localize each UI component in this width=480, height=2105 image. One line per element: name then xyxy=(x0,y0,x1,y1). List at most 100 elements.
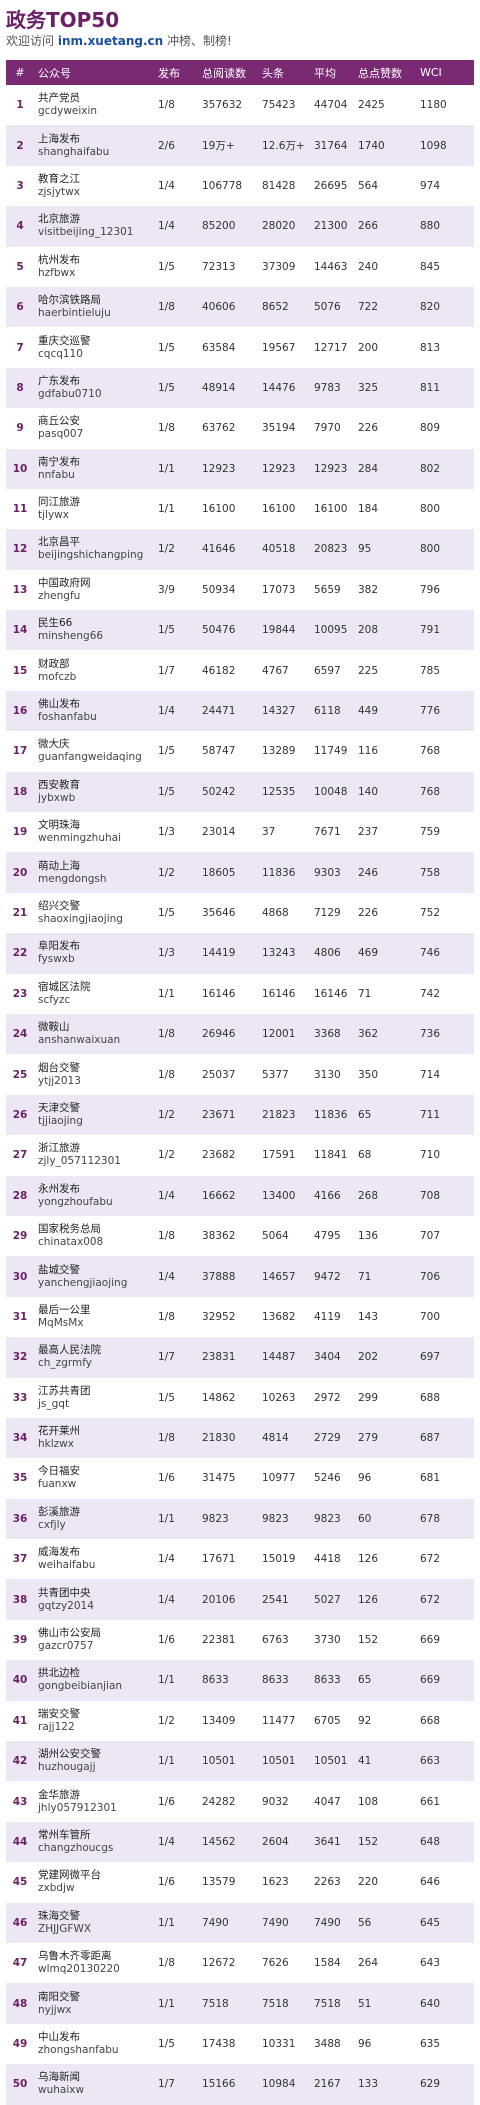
table-row[interactable]: 21 绍兴交警 shaoxingjiaojing 1/5 35646 4868 7129 22… xyxy=(6,892,474,934)
table-row[interactable]: 29 国家税务总局 chinatax008 1/8 38362 5064 4795 136 70… xyxy=(6,1215,474,1257)
wci-cell: 687 xyxy=(416,1417,474,1459)
headline-reads-cell: 6763 xyxy=(258,1619,310,1661)
average-reads-cell: 2263 xyxy=(310,1862,354,1903)
publish-cell: 1/1 xyxy=(154,1902,198,1943)
table-row[interactable]: 36 彭溪旅游 cxfjly 1/1 9823 9823 9823 60 678 xyxy=(6,1498,474,1540)
total-reads-cell: 20106 xyxy=(198,1579,258,1620)
account-name: 湖州公安交警 xyxy=(38,1748,101,1761)
table-row[interactable]: 27 浙江旅游 zjly_057112301 1/2 23682 17591 11841 68… xyxy=(6,1135,474,1176)
publish-cell: 1/5 xyxy=(154,731,198,772)
table-row[interactable]: 48 南阳交警 nyjjwx 1/1 7518 7518 7518 51 640 xyxy=(6,1983,474,2024)
table-row[interactable]: 6 哈尔滨铁路局 haerbintieluju 1/8 40606 8652 5076 722… xyxy=(6,286,474,328)
rank-cell: 50 xyxy=(6,2064,34,2105)
rank-cell: 17 xyxy=(6,731,34,772)
account-name: 最后一公里 xyxy=(38,1303,91,1316)
rank-cell: 18 xyxy=(6,771,34,813)
table-row[interactable]: 19 文明珠海 wenmingzhuhai 1/3 23014 37 7671 237 759 xyxy=(6,812,474,853)
likes-cell: 68 xyxy=(354,1135,416,1176)
table-row[interactable]: 44 常州车管所 changzhoucgs 1/4 14562 2604 3641 152 64… xyxy=(6,1821,474,1863)
table-row[interactable]: 46 珠海交警 ZHJJGFWX 1/1 7490 7490 7490 56 645 xyxy=(6,1902,474,1943)
account-id: mofczb xyxy=(38,670,77,683)
table-row[interactable]: 14 民生66 minsheng66 1/5 50476 19844 10095 208 791 xyxy=(6,610,474,651)
likes-cell: 95 xyxy=(354,529,416,570)
table-row[interactable]: 10 南宁发布 nnfabu 1/1 12923 12923 12923 284 802 xyxy=(6,448,474,489)
account-name: 彭溪旅游 xyxy=(38,1505,80,1518)
table-row[interactable]: 2 上海发布 shanghaifabu 2/6 19万+ 12.6万+ 31764 1740 1… xyxy=(6,125,474,166)
table-row[interactable]: 33 江苏共青团 js_gqt 1/5 14862 10263 2972 299 688 xyxy=(6,1377,474,1418)
publish-cell: 1/5 xyxy=(154,610,198,651)
publish-cell: 1/5 xyxy=(154,367,198,409)
table-row[interactable]: 25 烟台交警 ytjj2013 1/8 25037 5377 3130 350 714 xyxy=(6,1054,474,1095)
table-row[interactable]: 37 威海发布 weihaifabu 1/4 17671 15019 4418 126 672 xyxy=(6,1539,474,1580)
table-row[interactable]: 16 佛山发布 foshanfabu 1/4 24471 14327 6118 449 776 xyxy=(6,690,474,732)
table-row[interactable]: 49 中山发布 zhongshanfabu 1/5 17438 10331 3488 96 63… xyxy=(6,2023,474,2065)
account-name: 杭州发布 xyxy=(38,253,80,266)
table-row[interactable]: 11 同江旅游 tjlywx 1/1 16100 16100 16100 184 800 xyxy=(6,488,474,530)
table-row[interactable]: 18 西安教育 jybxwb 1/5 50242 12535 10048 140 768 xyxy=(6,771,474,813)
table-row[interactable]: 20 萌动上海 mengdongsh 1/2 18605 11836 9303 246 758 xyxy=(6,852,474,893)
likes-cell: 279 xyxy=(354,1417,416,1459)
column-header-total-reads: 总阅读数 xyxy=(198,60,258,85)
wci-cell: 809 xyxy=(416,408,474,449)
table-row[interactable]: 3 教育之江 zjsjytwx 1/4 106778 81428 26695 564 974 xyxy=(6,165,474,207)
wci-cell: 813 xyxy=(416,327,474,368)
wci-cell: 681 xyxy=(416,1458,474,1499)
table-row[interactable]: 17 微大庆 guanfangweidaqing 1/5 58747 13289 11749… xyxy=(6,731,474,772)
site-link[interactable]: inm.xuetang.cn xyxy=(57,34,164,48)
average-reads-cell: 31764 xyxy=(310,125,354,166)
table-row[interactable]: 38 共青团中央 gqtzy2014 1/4 20106 2541 5027 126 672 xyxy=(6,1579,474,1620)
table-row[interactable]: 9 商丘公安 pasq007 1/8 63762 35194 7970 226 809 xyxy=(6,408,474,449)
table-row[interactable]: 28 永州发布 yongzhoufabu 1/4 16662 13400 4166 268 70… xyxy=(6,1175,474,1216)
table-row[interactable]: 1 共产党员 gcdyweixin 1/8 357632 75423 44704 2425 11… xyxy=(6,85,474,126)
table-row[interactable]: 24 微鞍山 anshanwaixuan 1/8 26946 12001 3368 362 73… xyxy=(6,1013,474,1055)
account-cell: 同江旅游 tjlywx xyxy=(34,488,154,530)
total-reads-cell: 17438 xyxy=(198,2023,258,2065)
table-row[interactable]: 22 阜阳发布 fyswxb 1/3 14419 13243 4806 469 746 xyxy=(6,933,474,974)
likes-cell: 202 xyxy=(354,1337,416,1378)
account-name: 中山发布 xyxy=(38,2030,80,2043)
average-reads-cell: 6597 xyxy=(310,650,354,691)
account-name: 商丘公安 xyxy=(38,415,80,428)
table-row[interactable]: 5 杭州发布 hzfbwx 1/5 72313 37309 14463 240 845 xyxy=(6,246,474,287)
table-row[interactable]: 7 重庆交巡警 cqcq110 1/5 63584 19567 12717 200 813 xyxy=(6,327,474,368)
table-row[interactable]: 23 宿城区法院 scfyzc 1/1 16146 16146 16146 71 742 xyxy=(6,973,474,1014)
table-row[interactable]: 40 拱北边检 gongbeibianjian 1/1 8633 8633 8633 65 66… xyxy=(6,1660,474,1701)
table-row[interactable]: 41 瑞安交警 rajj122 1/2 13409 11477 6705 92 668 xyxy=(6,1700,474,1742)
table-row[interactable]: 26 天津交警 tjjiaojing 1/2 23671 21823 11836 65 711 xyxy=(6,1094,474,1136)
table-row[interactable]: 8 广东发布 gdfabu0710 1/5 48914 14476 9783 325 811 xyxy=(6,367,474,409)
table-row[interactable]: 31 最后一公里 MqMsMx 1/8 32952 13682 4119 143 700 xyxy=(6,1296,474,1338)
total-reads-cell: 40606 xyxy=(198,286,258,328)
table-row[interactable]: 15 财政部 mofczb 1/7 46182 4767 6597 225 785 xyxy=(6,650,474,691)
account-cell: 国家税务总局 chinatax008 xyxy=(34,1215,154,1257)
table-row[interactable]: 34 花开莱州 hklzwx 1/8 21830 4814 2729 279 687 xyxy=(6,1417,474,1459)
table-row[interactable]: 13 中国政府网 zhengfu 3/9 50934 17073 5659 382 796 xyxy=(6,569,474,611)
average-reads-cell: 14463 xyxy=(310,246,354,287)
likes-cell: 96 xyxy=(354,2023,416,2065)
total-reads-cell: 50242 xyxy=(198,771,258,813)
rank-cell: 27 xyxy=(6,1135,34,1176)
average-reads-cell: 4119 xyxy=(310,1296,354,1338)
publish-cell: 1/8 xyxy=(154,1054,198,1095)
table-row[interactable]: 39 佛山市公安局 gazcr0757 1/6 22381 6763 3730 152 669 xyxy=(6,1619,474,1661)
rank-cell: 6 xyxy=(6,286,34,328)
wci-cell: 669 xyxy=(416,1619,474,1661)
rank-cell: 48 xyxy=(6,1983,34,2024)
table-row[interactable]: 50 乌海新闻 wuhaixw 1/7 15166 10984 2167 133 629 xyxy=(6,2064,474,2105)
wci-cell: 648 xyxy=(416,1821,474,1863)
table-row[interactable]: 32 最高人民法院 ch_zgrmfy 1/7 23831 14487 3404 202 697 xyxy=(6,1337,474,1378)
likes-cell: 722 xyxy=(354,286,416,328)
table-row[interactable]: 35 今日福安 fuanxw 1/6 31475 10977 5246 96 681 xyxy=(6,1458,474,1499)
table-row[interactable]: 4 北京旅游 visitbeijing_12301 1/4 85200 28020 2130… xyxy=(6,206,474,247)
headline-reads-cell: 10263 xyxy=(258,1377,310,1418)
table-row[interactable]: 45 党建网微平台 zxbdjw 1/6 13579 1623 2263 220 646 xyxy=(6,1862,474,1903)
account-name: 党建网微平台 xyxy=(38,1869,101,1882)
table-row[interactable]: 43 金华旅游 jhly057912301 1/6 24282 9032 4047 108 66… xyxy=(6,1781,474,1822)
account-cell: 今日福安 fuanxw xyxy=(34,1458,154,1499)
table-row[interactable]: 12 北京昌平 beijingshichangping 1/2 41646 40518 20… xyxy=(6,529,474,570)
publish-cell: 1/3 xyxy=(154,933,198,974)
headline-reads-cell: 40518 xyxy=(258,529,310,570)
table-row[interactable]: 30 盐城交警 yanchengjiaojing 1/4 37888 14657 9472 7… xyxy=(6,1256,474,1297)
table-row[interactable]: 47 乌鲁木齐零距离 wlmq20130220 1/8 12672 7626 1584 264… xyxy=(6,1942,474,1984)
wci-cell: 802 xyxy=(416,448,474,489)
table-row[interactable]: 42 湖州公安交警 huzhougajj 1/1 10501 10501 10501 41 66… xyxy=(6,1741,474,1782)
